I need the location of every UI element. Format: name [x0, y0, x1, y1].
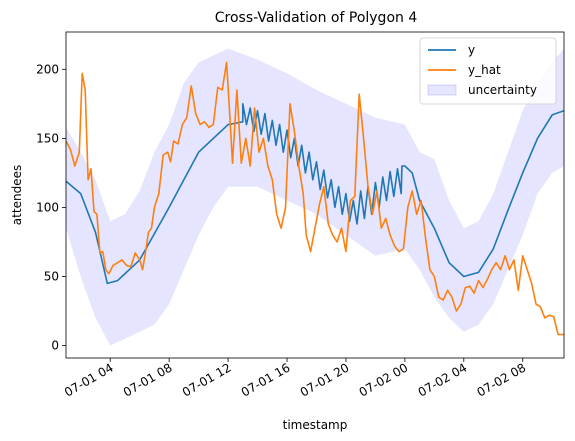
y-tick-label: 200 [36, 62, 59, 76]
y-axis-label: attendees [10, 165, 24, 225]
legend-box [419, 37, 557, 105]
x-axis-label: timestamp [283, 418, 348, 432]
y-tick-label: 0 [51, 339, 59, 353]
y-tick-label: 150 [36, 131, 59, 145]
legend-label: y [468, 43, 475, 57]
y-tick-label: 50 [44, 270, 59, 284]
series-line-y-hat [66, 61, 564, 336]
plot-frame [65, 31, 565, 359]
y-axis-ticks: 0 50 100 150 200 [36, 62, 66, 353]
chart-title: Cross-Validation of Polygon 4 [215, 10, 418, 26]
y-tick-label: 100 [36, 200, 59, 214]
uncertainty-band [66, 48, 564, 346]
plot-area [66, 48, 564, 346]
series-line-y [66, 103, 564, 285]
legend-label: y_hat [468, 63, 501, 77]
legend: y y_hat uncertainty [419, 37, 557, 105]
legend-label: uncertainty [468, 83, 537, 97]
legend-swatch-uncertainty [427, 84, 457, 96]
